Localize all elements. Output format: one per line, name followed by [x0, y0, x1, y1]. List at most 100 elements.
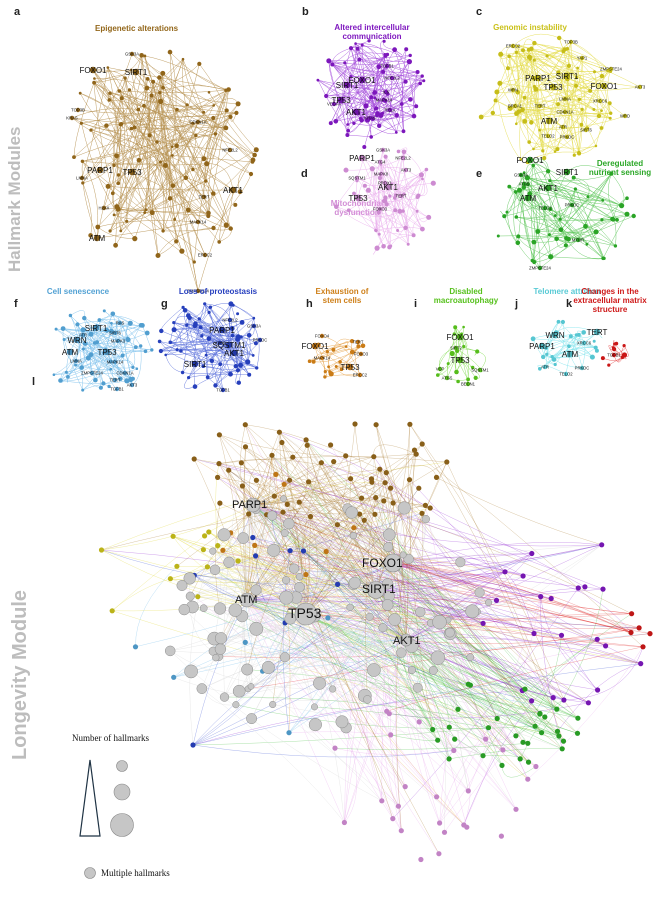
- longevity-edge: [305, 439, 384, 628]
- longevity-hub-node: [245, 497, 261, 513]
- panel-edge: [355, 43, 380, 67]
- panel-node: [211, 225, 216, 231]
- panel-node: [143, 54, 147, 58]
- panel-node: [384, 63, 390, 69]
- longevity-edge: [319, 683, 484, 756]
- node-label-small: PRKDC: [560, 135, 575, 140]
- panel-labels-k: TGFB1: [607, 353, 621, 358]
- longevity-node: [531, 630, 537, 637]
- panel-node: [389, 244, 393, 248]
- panel-node: [236, 380, 241, 385]
- panel-node: [403, 225, 408, 230]
- legend-size-large: [110, 813, 134, 837]
- panel-edge: [165, 344, 230, 356]
- panel-node: [556, 319, 561, 324]
- panel-node: [600, 82, 608, 90]
- node-label-small: XRCC6: [577, 341, 592, 346]
- panel-node: [195, 288, 201, 294]
- node-label: FOXO1: [301, 342, 329, 351]
- longevity-edge: [563, 646, 644, 701]
- node-label-small: TERT: [535, 104, 546, 109]
- longevity-node: [416, 485, 422, 491]
- panel-node: [519, 158, 523, 161]
- longevity-node: [383, 470, 389, 476]
- node-label-small: AKT3: [635, 85, 646, 90]
- longevity-edge: [192, 613, 307, 746]
- longevity-node: [209, 547, 217, 555]
- longevity-node: [465, 604, 480, 619]
- panel-node: [201, 364, 206, 369]
- longevity-edge: [220, 637, 563, 750]
- panel-node: [579, 55, 585, 61]
- longevity-edge: [279, 432, 394, 564]
- panel-node: [394, 113, 399, 118]
- node-label: AKT1: [346, 108, 367, 117]
- panel-edge: [375, 227, 423, 231]
- panel-node: [89, 66, 97, 74]
- node-label: TP53: [543, 83, 563, 92]
- longevity-node: [444, 459, 450, 465]
- panel-edge: [516, 78, 535, 124]
- node-label: TP53: [450, 356, 470, 365]
- panel-node: [566, 350, 574, 358]
- node-label: PARP1: [209, 326, 235, 335]
- panel-node: [544, 184, 552, 192]
- panel-node: [356, 344, 361, 349]
- panel-node: [396, 149, 401, 154]
- panel-node: [545, 169, 551, 174]
- panel-node: [551, 331, 559, 339]
- panel-node: [88, 233, 93, 238]
- panel-node: [224, 108, 229, 113]
- panel-node: [64, 370, 68, 374]
- longevity-node: [368, 476, 375, 482]
- panel-title-e: nutrient sensing: [589, 168, 651, 177]
- panel-edge: [385, 156, 406, 228]
- longevity-edge: [299, 502, 377, 591]
- panel-node: [573, 187, 578, 191]
- panel-node: [522, 171, 526, 175]
- legend-multiple-swatch: [84, 867, 96, 879]
- panel-edge: [552, 349, 593, 358]
- panel-edge: [328, 346, 347, 372]
- panel-node: [577, 97, 582, 102]
- longevity-edge: [292, 457, 377, 591]
- panel-node: [123, 76, 127, 80]
- longevity-edge: [389, 702, 589, 719]
- panel-edge: [95, 325, 142, 331]
- longevity-edge: [246, 456, 374, 601]
- longevity-edge: [220, 626, 407, 641]
- panel-node: [129, 68, 133, 72]
- longevity-edge: [305, 613, 559, 737]
- longevity-edge: [192, 663, 641, 746]
- longevity-edge: [252, 537, 484, 624]
- panel-node: [338, 360, 342, 364]
- panel-edge: [83, 348, 127, 381]
- longevity-edge: [252, 504, 390, 714]
- panel-edge: [82, 161, 164, 232]
- longevity-node: [396, 647, 407, 658]
- panel-edge: [389, 169, 427, 248]
- panel-node: [173, 217, 177, 221]
- longevity-edge: [540, 596, 563, 749]
- panel-edge: [113, 98, 122, 166]
- longevity-edge: [449, 633, 578, 734]
- longevity-edge: [405, 639, 537, 767]
- panel-node: [192, 260, 196, 264]
- panel-node: [583, 127, 589, 133]
- panel-edge: [531, 48, 641, 88]
- longevity-node: [363, 695, 372, 704]
- panel-node: [307, 359, 312, 364]
- panel-node: [116, 181, 121, 186]
- panel-node: [105, 183, 111, 189]
- panel-edge: [575, 75, 603, 88]
- longevity-edge: [112, 578, 171, 611]
- longevity-edge: [201, 589, 377, 689]
- longevity-node: [300, 548, 307, 554]
- panel-node: [611, 352, 617, 358]
- panel-edge: [375, 76, 423, 110]
- longevity-edge: [497, 639, 598, 719]
- panel-edge: [537, 226, 586, 237]
- node-label-small: KRAS: [364, 116, 376, 121]
